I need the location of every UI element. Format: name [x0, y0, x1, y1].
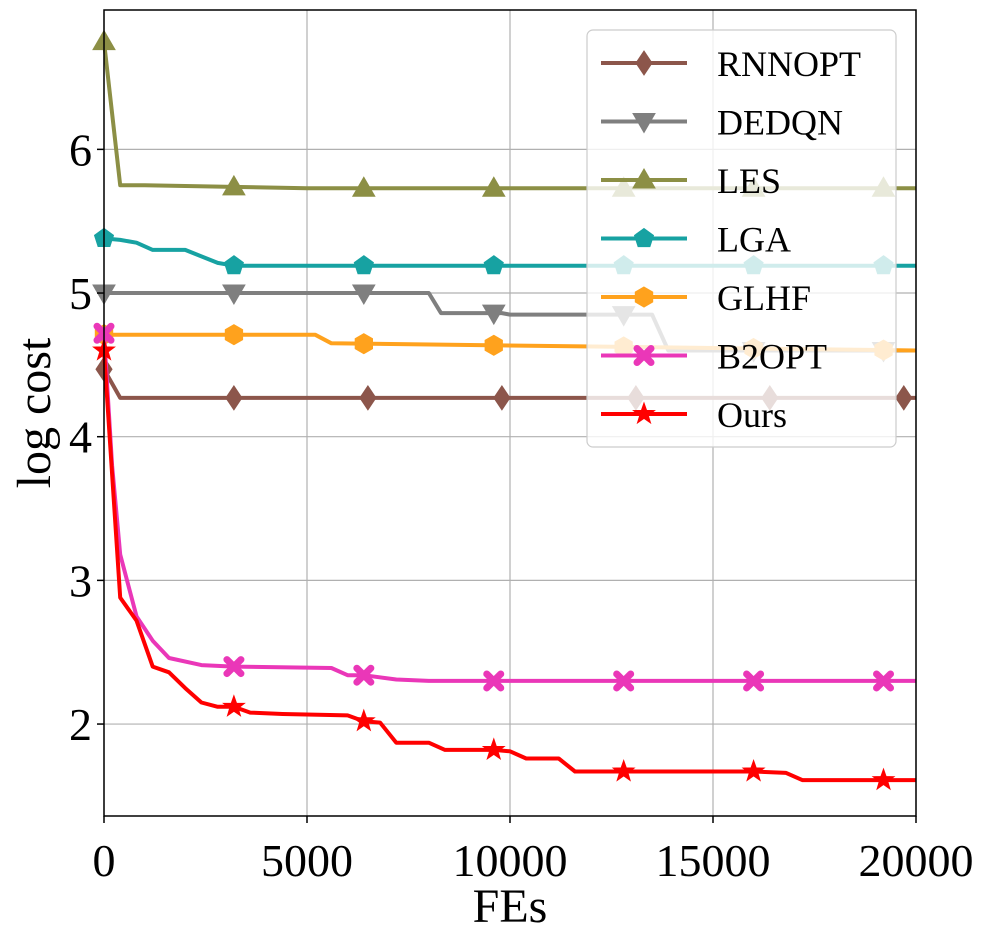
y-tick-label: 2 — [69, 699, 92, 750]
marker-stroke — [353, 664, 375, 686]
legend-marker-dedqn — [632, 113, 656, 134]
data-point-dedqn — [222, 284, 246, 305]
data-point-rnnopt — [359, 384, 377, 411]
data-point-les — [481, 176, 506, 197]
data-point-dedqn — [351, 284, 376, 305]
marker-stroke — [873, 670, 895, 692]
legend-label-ours: Ours — [717, 395, 787, 435]
legend-item-b2opt: B2OPT — [601, 337, 827, 377]
legend-marker-ours — [632, 401, 656, 425]
data-point-b2opt — [353, 664, 375, 686]
legend-label-rnnopt: RNNOPT — [717, 44, 861, 84]
series-line-les — [102, 41, 916, 191]
marker-stroke — [483, 670, 505, 692]
marker-stroke — [223, 656, 245, 678]
legend-marker-glhf — [634, 286, 654, 308]
legend-item-rnnopt: RNNOPT — [601, 44, 861, 84]
legend-marker-les — [632, 168, 656, 189]
legend-item-dedqn: DEDQN — [601, 103, 843, 143]
legend-item-ours: Ours — [601, 395, 787, 435]
data-point-dedqn — [481, 304, 506, 326]
data-point-b2opt — [743, 670, 765, 692]
tick-group: 0 5000 10000 15000 20000 2 3 4 5 6 — [69, 124, 974, 886]
legend: RNNOPT DEDQN LES LGA GLHF B2OPT Ours — [586, 29, 897, 448]
y-axis-label: log cost — [8, 337, 61, 488]
y-tick-label: 3 — [69, 555, 92, 606]
y-tick-label: 4 — [69, 412, 92, 463]
data-point-lga — [223, 255, 244, 275]
legend-label-glhf: GLHF — [717, 278, 811, 318]
legend-label-les: LES — [717, 161, 781, 201]
series-line-ours — [102, 350, 916, 783]
x-tick-label: 20000 — [859, 835, 974, 886]
x-tick-label: 10000 — [453, 835, 568, 886]
data-point-b2opt — [483, 670, 505, 692]
data-point-ours — [741, 758, 766, 782]
data-point-rnnopt — [225, 384, 243, 411]
data-point-ours — [611, 758, 636, 782]
data-point-b2opt — [873, 670, 895, 692]
data-point-ours — [351, 708, 376, 732]
y-tick-label: 5 — [69, 268, 92, 319]
data-point-les — [351, 176, 376, 197]
legend-label-dedqn: DEDQN — [717, 103, 843, 143]
legend-marker-lga — [633, 227, 655, 248]
x-tick-label: 5000 — [261, 835, 353, 886]
x-tick-label: 0 — [93, 835, 116, 886]
data-point-glhf — [484, 334, 503, 356]
marker-stroke — [743, 670, 765, 692]
legend-item-lga: LGA — [601, 220, 791, 260]
data-point-ours — [481, 737, 506, 761]
data-point-glhf — [224, 324, 244, 346]
data-point-b2opt — [223, 656, 245, 678]
data-point-ours — [222, 694, 246, 717]
data-point-les — [222, 174, 246, 196]
data-point-lga — [483, 255, 504, 275]
y-tick-label: 6 — [69, 124, 92, 175]
x-tick-label: 15000 — [656, 835, 771, 886]
data-point-rnnopt — [493, 384, 511, 411]
series-line-b2opt — [102, 333, 916, 683]
data-point-lga — [353, 255, 374, 275]
legend-box — [586, 29, 897, 448]
data-point-ours — [871, 767, 896, 791]
data-point-rnnopt — [895, 384, 913, 411]
x-axis-label: FEs — [473, 880, 548, 933]
legend-item-les: LES — [601, 161, 781, 201]
marker-stroke — [613, 670, 635, 692]
data-point-b2opt — [613, 670, 635, 692]
data-point-glhf — [354, 333, 373, 355]
legend-marker-rnnopt — [635, 50, 653, 76]
legend-item-glhf: GLHF — [601, 278, 811, 318]
legend-label-lga: LGA — [717, 220, 791, 260]
legend-label-b2opt: B2OPT — [717, 337, 827, 377]
legend-marker-b2opt — [633, 345, 655, 366]
marker-stroke — [633, 345, 655, 366]
